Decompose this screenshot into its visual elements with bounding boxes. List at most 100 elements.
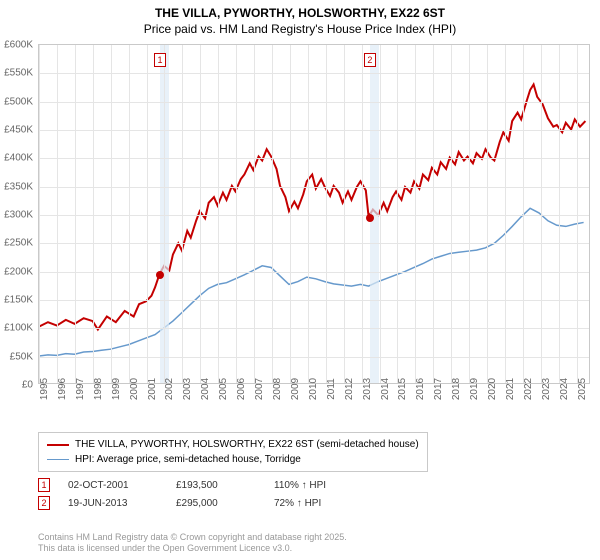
legend-item: HPI: Average price, semi-detached house,… — [47, 452, 419, 467]
x-axis-label: 2012 — [344, 378, 355, 400]
legend-box: THE VILLA, PYWORTHY, HOLSWORTHY, EX22 6S… — [38, 432, 428, 472]
legend-label: HPI: Average price, semi-detached house,… — [75, 452, 301, 467]
x-axis-label: 2007 — [254, 378, 265, 400]
y-axis-label: £0 — [22, 380, 33, 391]
series-line — [39, 208, 584, 356]
y-axis-label: £550K — [4, 68, 33, 79]
x-gridline — [111, 45, 112, 383]
x-axis-label: 2025 — [577, 378, 588, 400]
y-gridline — [39, 300, 589, 301]
x-gridline — [218, 45, 219, 383]
x-axis-label: 2010 — [308, 378, 319, 400]
chart-area: £0£50K£100K£150K£200K£250K£300K£350K£400… — [38, 44, 590, 404]
x-gridline — [200, 45, 201, 383]
y-axis-label: £250K — [4, 238, 33, 249]
marker-label: 1 — [154, 53, 166, 67]
x-axis-label: 2018 — [451, 378, 462, 400]
attribution-line: This data is licensed under the Open Gov… — [38, 543, 347, 554]
y-axis-label: £350K — [4, 181, 33, 192]
y-axis-label: £100K — [4, 323, 33, 334]
x-axis-label: 1998 — [93, 378, 104, 400]
y-axis-label: £300K — [4, 210, 33, 221]
chart-container: THE VILLA, PYWORTHY, HOLSWORTHY, EX22 6S… — [0, 0, 600, 560]
x-gridline — [541, 45, 542, 383]
y-axis-label: £600K — [4, 40, 33, 51]
transaction-pct: 72% ↑ HPI — [274, 498, 364, 509]
y-gridline — [39, 102, 589, 103]
x-axis-label: 2006 — [236, 378, 247, 400]
x-axis-label: 2000 — [129, 378, 140, 400]
y-gridline — [39, 130, 589, 131]
y-gridline — [39, 243, 589, 244]
y-axis-label: £450K — [4, 125, 33, 136]
x-axis-label: 2024 — [559, 378, 570, 400]
x-gridline — [129, 45, 130, 383]
x-axis-label: 2001 — [147, 378, 158, 400]
y-axis-label: £400K — [4, 153, 33, 164]
legend-swatch — [47, 444, 69, 446]
x-axis-label: 1999 — [111, 378, 122, 400]
x-gridline — [182, 45, 183, 383]
marker-dot — [366, 214, 374, 222]
transaction-date: 19-JUN-2013 — [68, 498, 158, 509]
x-gridline — [39, 45, 40, 383]
x-axis-label: 2003 — [182, 378, 193, 400]
transaction-row: 219-JUN-2013£295,00072% ↑ HPI — [38, 494, 364, 512]
x-axis-label: 2017 — [433, 378, 444, 400]
x-axis-label: 2008 — [272, 378, 283, 400]
line-svg — [39, 45, 589, 383]
plot-area: £0£50K£100K£150K£200K£250K£300K£350K£400… — [38, 44, 590, 384]
x-gridline — [308, 45, 309, 383]
x-gridline — [93, 45, 94, 383]
y-gridline — [39, 73, 589, 74]
x-gridline — [415, 45, 416, 383]
x-gridline — [362, 45, 363, 383]
x-gridline — [290, 45, 291, 383]
x-gridline — [164, 45, 165, 383]
chart-subtitle: Price paid vs. HM Land Registry's House … — [0, 22, 600, 38]
x-axis-label: 2020 — [487, 378, 498, 400]
x-gridline — [397, 45, 398, 383]
x-gridline — [344, 45, 345, 383]
x-gridline — [326, 45, 327, 383]
y-gridline — [39, 215, 589, 216]
x-axis-label: 2014 — [380, 378, 391, 400]
x-axis-label: 2013 — [362, 378, 373, 400]
x-gridline — [505, 45, 506, 383]
y-gridline — [39, 187, 589, 188]
x-axis-label: 2021 — [505, 378, 516, 400]
transaction-pct: 110% ↑ HPI — [274, 480, 364, 491]
x-axis-label: 2004 — [200, 378, 211, 400]
x-gridline — [254, 45, 255, 383]
x-axis-label: 2015 — [397, 378, 408, 400]
x-gridline — [236, 45, 237, 383]
transaction-price: £295,000 — [176, 498, 256, 509]
x-gridline — [577, 45, 578, 383]
legend-swatch — [47, 459, 69, 460]
legend-label: THE VILLA, PYWORTHY, HOLSWORTHY, EX22 6S… — [75, 437, 419, 452]
transaction-marker: 1 — [38, 478, 50, 492]
y-axis-label: £50K — [10, 351, 33, 362]
x-axis-label: 1995 — [39, 378, 50, 400]
x-axis-label: 2016 — [415, 378, 426, 400]
y-gridline — [39, 357, 589, 358]
y-gridline — [39, 158, 589, 159]
x-gridline — [433, 45, 434, 383]
x-gridline — [272, 45, 273, 383]
x-gridline — [523, 45, 524, 383]
attribution-line: Contains HM Land Registry data © Crown c… — [38, 532, 347, 543]
x-axis-label: 2002 — [164, 378, 175, 400]
y-gridline — [39, 328, 589, 329]
x-gridline — [469, 45, 470, 383]
attribution-text: Contains HM Land Registry data © Crown c… — [38, 532, 347, 554]
x-axis-label: 1996 — [57, 378, 68, 400]
chart-title: THE VILLA, PYWORTHY, HOLSWORTHY, EX22 6S… — [0, 0, 600, 22]
transaction-date: 02-OCT-2001 — [68, 480, 158, 491]
transaction-table: 102-OCT-2001£193,500110% ↑ HPI219-JUN-20… — [38, 476, 364, 512]
x-axis-label: 2009 — [290, 378, 301, 400]
x-axis-label: 2011 — [326, 378, 337, 400]
x-gridline — [451, 45, 452, 383]
x-gridline — [380, 45, 381, 383]
y-axis-label: £150K — [4, 295, 33, 306]
legend-item: THE VILLA, PYWORTHY, HOLSWORTHY, EX22 6S… — [47, 437, 419, 452]
